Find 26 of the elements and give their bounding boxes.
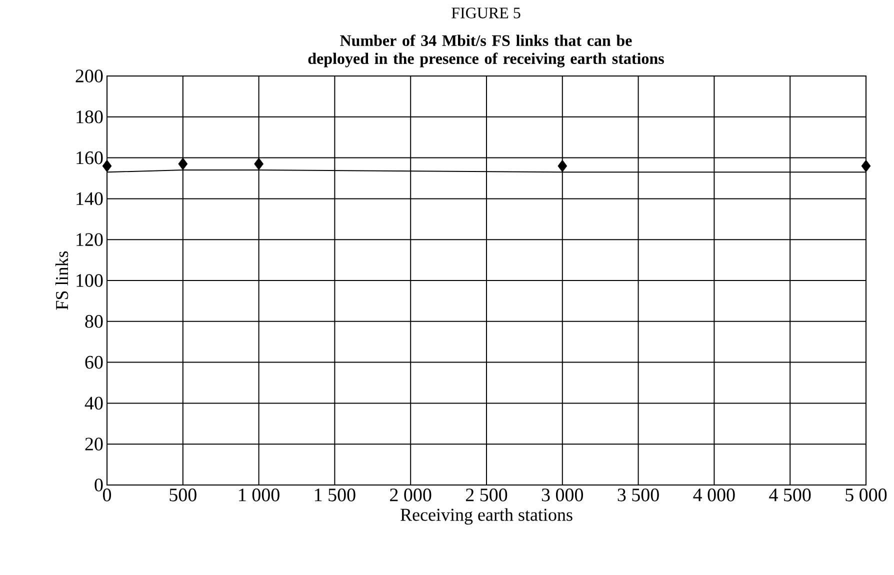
y-tick-label: 200 [76, 70, 103, 82]
x-tick-label: 4 000 [693, 488, 735, 502]
x-tick-label: 2 000 [390, 488, 432, 502]
x-axis-title: Receiving earth stations [400, 508, 572, 525]
y-tick-label: 180 [76, 110, 103, 124]
y-tick-label: 100 [76, 274, 103, 287]
y-tick-label: 0 [94, 478, 103, 492]
y-tick-label: 120 [76, 233, 103, 246]
y-tick-label: 60 [85, 356, 103, 369]
x-tick-label: 5 000 [846, 488, 887, 502]
x-tick-label: 0 [102, 488, 112, 502]
x-tick-label: 3 000 [542, 488, 584, 502]
x-tick-label: 3 500 [618, 488, 659, 502]
y-tick-label: 160 [76, 151, 103, 164]
y-tick-label: 140 [76, 192, 103, 206]
x-tick-label: 4 500 [769, 488, 811, 502]
chart-subtitle: Number of 34 Mbit/s FS links that can be deployed in the presence of receiving earth stations [308, 34, 664, 68]
x-tick-label: 1 500 [314, 488, 356, 502]
y-tick-label: 80 [85, 314, 103, 328]
chart-title: FIGURE 5 [452, 8, 520, 18]
x-tick-label: 1 000 [239, 488, 280, 502]
y-axis-title: FS links [55, 251, 68, 310]
y-tick-label: 40 [84, 396, 103, 410]
x-tick-label: 500 [170, 488, 196, 502]
y-tick-label: 20 [85, 438, 103, 450]
x-tick-label: 2 500 [466, 488, 508, 502]
